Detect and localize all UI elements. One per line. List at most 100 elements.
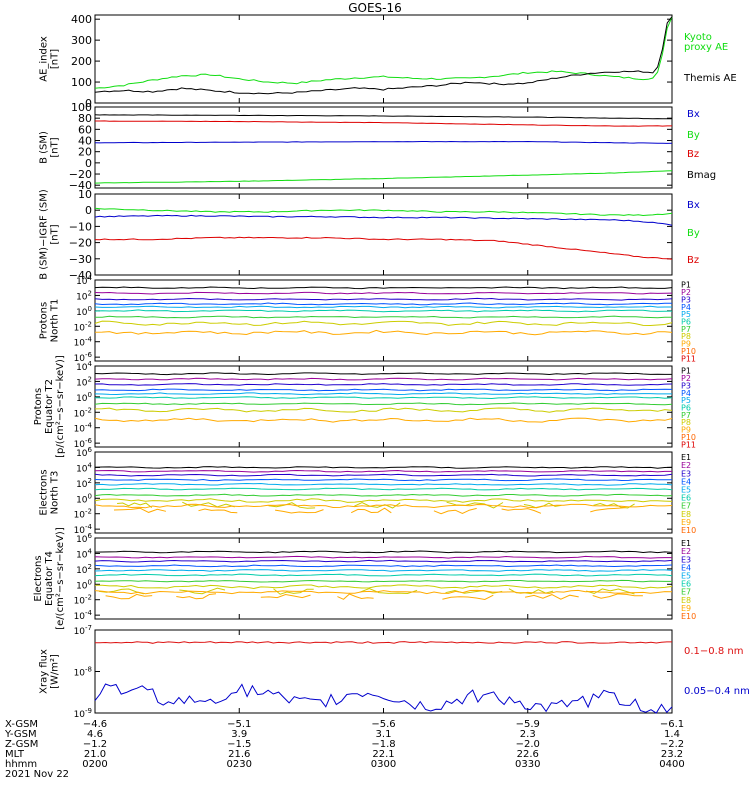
ytick-label-pequator: 10-6 — [74, 437, 93, 450]
series-line-eequator-fragment — [179, 587, 226, 595]
series-line-eequator-6 — [94, 573, 673, 577]
xaxis-tick-label-1-4: 0230 — [227, 759, 252, 770]
ytick-label-ae: 100 — [71, 76, 92, 89]
legend-eequator-e6: E6 — [681, 580, 691, 589]
legend-enorth-e8: E8 — [681, 510, 691, 519]
xaxis-tick-label-0-1: 4.6 — [87, 729, 103, 740]
panel-frame-bsm — [94, 106, 673, 189]
ytick-label-bsm: −20 — [69, 168, 92, 181]
legend-pnorth-p4: P4 — [681, 303, 691, 312]
series-line-enorth-4 — [94, 478, 672, 482]
legend-pnorth-p8: P8 — [681, 332, 691, 341]
xaxis-row-label-0: X-GSM — [5, 719, 38, 730]
series-line-pequator-9 — [94, 417, 673, 423]
series-line-pequator-8 — [94, 407, 673, 413]
series-line-pequator-2 — [94, 377, 673, 381]
ytick-label-bigrf: 0 — [85, 204, 92, 217]
series-line-eequator-4 — [94, 564, 673, 568]
xaxis-tick-label-1-1: 3.9 — [231, 729, 247, 740]
ytick-label-eequator: 100 — [76, 578, 92, 591]
legend-enorth-e7: E7 — [681, 502, 691, 511]
series-line-xray-0 — [95, 641, 672, 644]
ylabel-pequator: [p/(cm²−s−sr−keV)] — [55, 355, 66, 458]
legend-enorth-e3: E3 — [681, 469, 691, 478]
series-line-enorth-fragment — [590, 507, 626, 513]
series-line-enorth-7 — [94, 493, 673, 497]
ytick-label-enorth: 10-2 — [74, 508, 92, 521]
series-line-enorth-fragment — [501, 508, 542, 514]
series-line-enorth-fragment — [113, 507, 167, 513]
xaxis-tick-label-3-4: 0330 — [515, 759, 540, 770]
xaxis-tick-label-3-3: 22.6 — [517, 749, 539, 760]
panel-frame-eequator — [94, 537, 673, 620]
legend-enorth-e10: E10 — [681, 526, 696, 535]
series-line-eequator-fragment — [445, 589, 503, 594]
panel-frame-enorth — [94, 451, 673, 534]
series-line-bsm-by — [94, 170, 673, 184]
ylabel-pequator: Protons — [33, 388, 44, 425]
ylabel-xray: Xray flux — [39, 649, 50, 694]
series-line-enorth-5 — [94, 482, 673, 486]
series-line-pnorth-1 — [94, 286, 673, 290]
ytick-label-pnorth: 104 — [76, 274, 92, 287]
legend-bsm-2: Bz — [687, 149, 699, 160]
ytick-label-pequator: 100 — [76, 391, 92, 404]
legend-xray-1: 0.05−0.4 nm — [684, 686, 750, 697]
xaxis-tick-label-3-1: 2.3 — [520, 729, 536, 740]
xaxis-tick-label-2-2: −1.8 — [371, 739, 395, 750]
xaxis-tick-label-0-2: −1.2 — [83, 739, 107, 750]
legend-pequator-p5: P5 — [681, 396, 691, 405]
series-line-enorth-fragment — [198, 508, 238, 514]
legend-ae-2: Themis AE — [683, 73, 737, 84]
ytick-label-pnorth: 10-2 — [74, 320, 92, 333]
xaxis-tick-label-2-0: −5.6 — [371, 719, 395, 730]
series-line-pnorth-4 — [94, 302, 673, 306]
xaxis-tick-label-4-2: −2.2 — [660, 739, 684, 750]
series-line-bigrf-bz — [94, 236, 673, 260]
series-line-eequator-fragment — [592, 593, 643, 599]
ylabel-bigrf: [nT] — [50, 224, 61, 244]
xaxis-tick-label-3-2: −2.0 — [516, 739, 540, 750]
ylabel-bsm: B (SM) — [39, 131, 50, 164]
legend-eequator-e7: E7 — [681, 588, 691, 597]
plot-title: GOES-16 — [348, 1, 402, 15]
legend-pequator-p8: P8 — [681, 418, 691, 427]
ytick-label-enorth: 10-4 — [74, 523, 93, 536]
ytick-label-bigrf: −40 — [69, 269, 92, 282]
xaxis-tick-label-0-4: 0200 — [82, 759, 107, 770]
ytick-label-bigrf: −10 — [69, 220, 92, 233]
series-line-eequator-fragment — [99, 588, 144, 595]
legend-bigrf-2: Bz — [687, 255, 699, 266]
legend-xray-0: 0.1−0.8 nm — [684, 646, 743, 657]
ylabel-eequator: Electrons — [33, 555, 44, 601]
legend-enorth-e2: E2 — [681, 461, 691, 470]
ytick-label-enorth: 102 — [76, 477, 92, 490]
legend-eequator-e10: E10 — [681, 612, 696, 621]
ylabel-eequator: Equator T4 — [44, 551, 55, 606]
series-line-eequator-1 — [94, 550, 673, 554]
legend-pnorth-p1: P1 — [681, 281, 691, 290]
ytick-label-pequator: 104 — [76, 360, 92, 373]
ytick-label-pnorth: 10-4 — [74, 336, 93, 349]
series-line-pequator-5 — [94, 392, 672, 396]
ytick-label-bigrf: −20 — [69, 237, 92, 250]
panel-frame-pnorth — [94, 279, 673, 362]
legend-enorth-e1: E1 — [681, 453, 691, 462]
series-line-eequator-fragment — [337, 593, 374, 600]
legend-pnorth-p9: P9 — [681, 340, 691, 349]
series-line-eequator-3 — [94, 559, 673, 563]
series-line-eequator-7 — [94, 579, 672, 583]
legend-pnorth-p10: P10 — [681, 347, 696, 356]
ytick-label-eequator: 106 — [76, 532, 92, 545]
legend-eequator-e9: E9 — [681, 604, 691, 613]
ytick-label-eequator: 10-2 — [74, 594, 92, 607]
ylabel-pequator: Equator T2 — [44, 379, 55, 434]
xaxis-row-label-4: hhmm — [5, 759, 37, 770]
xaxis-tick-label-2-3: 22.1 — [372, 749, 394, 760]
legend-eequator-e4: E4 — [681, 563, 691, 572]
ylabel-bigrf: B (SM)−IGRF (SM) — [39, 189, 50, 280]
series-line-enorth-2 — [94, 469, 672, 473]
xaxis-tick-label-1-2: −1.5 — [227, 739, 251, 750]
legend-enorth-e6: E6 — [681, 494, 691, 503]
series-line-enorth-8 — [94, 498, 673, 503]
